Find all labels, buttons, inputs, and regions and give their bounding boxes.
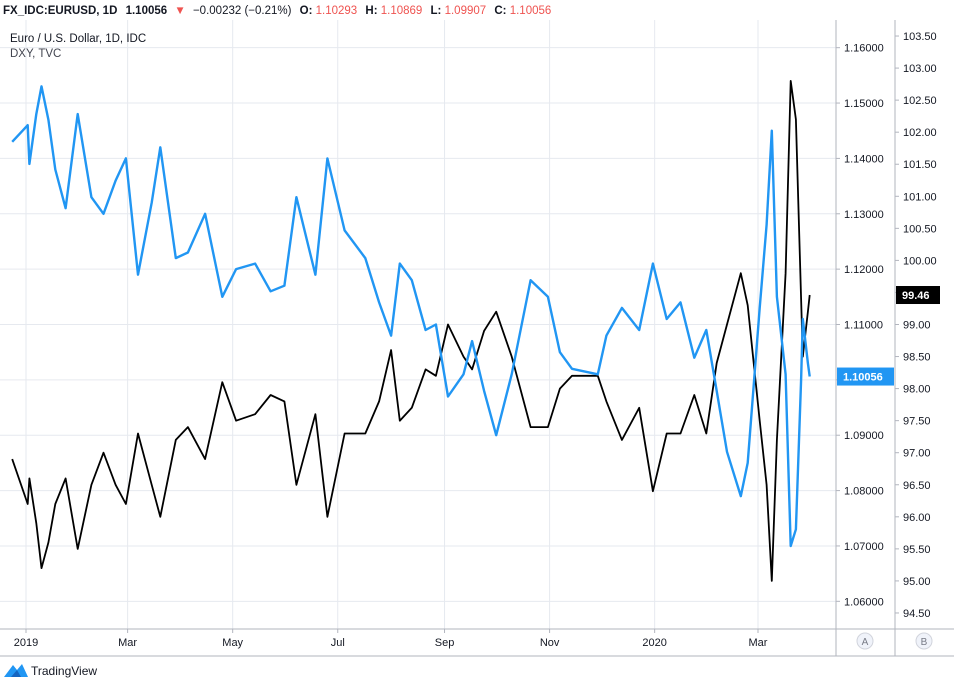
price-change: −0.00232 (−0.21%) xyxy=(193,5,292,17)
low-value: 1.09907 xyxy=(445,5,487,17)
right-tick-label: 96.50 xyxy=(903,480,931,492)
left-tick-label: 1.12000 xyxy=(844,264,884,276)
left-tick-label: 1.16000 xyxy=(844,43,884,55)
high-value: 1.10869 xyxy=(381,5,423,17)
tradingview-brand[interactable]: TradingView xyxy=(4,664,97,678)
eurusd-last-price-label: 1.10056 xyxy=(843,372,883,384)
symbol-header: FX_IDC:EURUSD, 1D 1.10056 ▼ −0.00232 (−0… xyxy=(3,5,551,17)
right-tick-label: 95.50 xyxy=(903,544,931,556)
time-tick-label: Jul xyxy=(331,637,345,649)
right-tick-label: 102.00 xyxy=(903,127,937,139)
dxy-series-line[interactable] xyxy=(11,80,811,582)
right-tick-label: 94.50 xyxy=(903,608,931,620)
left-price-axis[interactable]: 1.060001.070001.080001.090001.100001.110… xyxy=(836,43,884,609)
close-label: C: xyxy=(494,5,506,17)
left-tick-label: 1.15000 xyxy=(844,98,884,110)
time-tick-label: Mar xyxy=(749,637,768,649)
dxy-last-price-label: 99.46 xyxy=(902,290,930,302)
right-tick-label: 95.00 xyxy=(903,576,931,588)
legend-dxy[interactable]: DXY, TVC xyxy=(10,48,61,60)
legend-eurusd[interactable]: Euro / U.S. Dollar, 1D, IDC xyxy=(10,33,146,45)
last-price: 1.10056 xyxy=(126,5,168,17)
left-tick-label: 1.13000 xyxy=(844,209,884,221)
right-scale-label: B xyxy=(921,637,928,648)
time-axis[interactable]: 2019 Mar May Jul Sep Nov 2020 Mar xyxy=(14,629,768,649)
time-tick-label: 2019 xyxy=(14,637,38,649)
series-layer xyxy=(11,80,811,582)
right-tick-label: 101.50 xyxy=(903,159,937,171)
left-tick-label: 1.08000 xyxy=(844,486,884,498)
open-value: 1.10293 xyxy=(316,5,358,17)
open-label: O: xyxy=(300,5,313,17)
right-tick-label: 103.00 xyxy=(903,63,937,75)
right-tick-label: 98.50 xyxy=(903,352,931,364)
right-price-axis[interactable]: 94.50 95.00 95.50 96.00 96.50 97.00 97.50 98.00… xyxy=(895,31,937,620)
left-tick-label: 1.14000 xyxy=(844,153,884,165)
eurusd-last-price-tag xyxy=(837,367,894,386)
tradingview-brand-name: TradingView xyxy=(31,664,97,678)
right-tick-label: 100.50 xyxy=(903,223,937,235)
time-tick-label: Sep xyxy=(435,637,455,649)
time-tick-label: 2020 xyxy=(642,637,666,649)
left-tick-label: 1.11000 xyxy=(844,320,883,332)
tradingview-logo-icon xyxy=(4,664,28,677)
time-tick-label: May xyxy=(222,637,243,649)
last-price-labels: 1.10056 99.46 xyxy=(837,286,940,386)
right-tick-label: 99.00 xyxy=(903,320,931,332)
right-tick-label: 101.00 xyxy=(903,191,937,203)
time-tick-label: Nov xyxy=(540,637,560,649)
dxy-last-price-tag xyxy=(896,286,940,305)
down-arrow-icon: ▼ xyxy=(174,5,185,17)
close-value: 1.10056 xyxy=(510,5,552,17)
right-tick-label: 97.50 xyxy=(903,416,931,428)
eurusd-series-line[interactable] xyxy=(11,85,811,548)
right-tick-label: 102.50 xyxy=(903,95,937,107)
right-tick-label: 97.00 xyxy=(903,448,931,460)
grid-lines xyxy=(0,20,836,629)
symbol-name: FX_IDC:EURUSD, 1D xyxy=(3,5,117,17)
right-tick-label: 98.00 xyxy=(903,384,931,396)
right-tick-label: 103.50 xyxy=(903,31,937,43)
right-tick-label: 100.00 xyxy=(903,255,937,267)
right-tick-label: 96.00 xyxy=(903,512,931,524)
auto-scale-label: A xyxy=(862,637,869,648)
high-label: H: xyxy=(365,5,377,17)
time-tick-label: Mar xyxy=(118,637,137,649)
left-tick-label: 1.06000 xyxy=(844,596,884,608)
symbol-header-bar xyxy=(0,0,954,20)
left-tick-label: 1.07000 xyxy=(844,541,884,553)
auto-scale-button[interactable]: A xyxy=(856,632,874,650)
left-tick-label: 1.09000 xyxy=(844,430,884,442)
low-label: L: xyxy=(431,5,442,17)
right-scale-button[interactable]: B xyxy=(915,632,933,650)
